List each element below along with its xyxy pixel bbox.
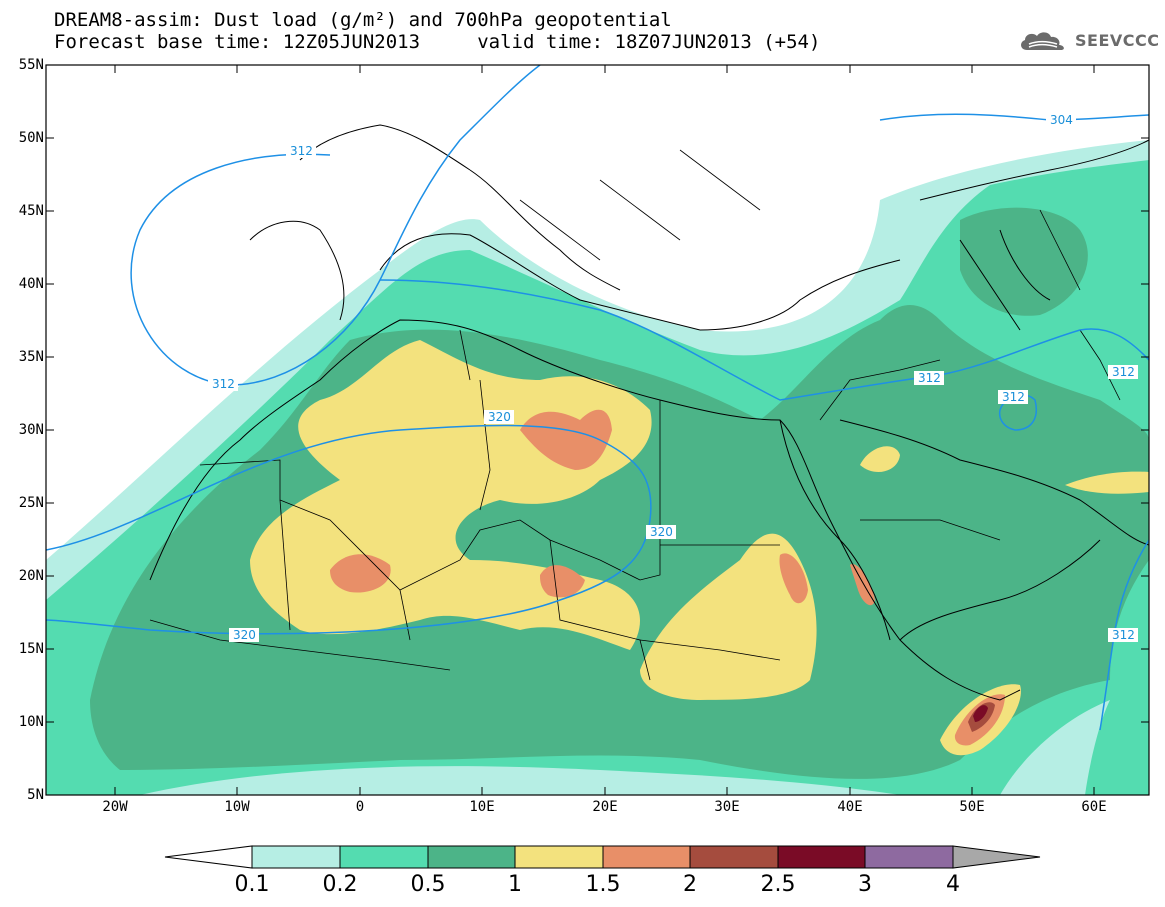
lat-tick-label: 5N — [27, 787, 44, 803]
lat-tick-label: 15N — [18, 641, 44, 657]
lat-tick-label: 10N — [18, 714, 44, 730]
colorbar-swatch — [689, 845, 779, 869]
contour-label: 312 — [212, 377, 235, 391]
lon-tick-label: 10W — [224, 799, 250, 815]
lat-tick-label: 50N — [18, 130, 44, 146]
coastlines — [149, 124, 1149, 701]
forecast-time-line: Forecast base time: 12Z05JUN2013 valid t… — [54, 31, 821, 53]
lat-tick-label: 35N — [18, 349, 44, 365]
contour-label: 312 — [1112, 365, 1135, 379]
lat-tick-label: 30N — [18, 422, 44, 438]
colorbar-swatch — [339, 845, 429, 869]
dust-band-1.5-libya — [520, 409, 612, 470]
colorbar-swatch — [427, 845, 516, 869]
map-title: DREAM8-assim: Dust load (g/m²) and 700hP… — [54, 9, 672, 31]
lon-tick-label: 50E — [959, 799, 985, 815]
dust-band-0.1-south — [140, 766, 900, 795]
lon-tick-label: 40E — [837, 799, 863, 815]
colorbar-min-arrow — [164, 845, 253, 869]
colorbar-label: 4 — [946, 872, 960, 897]
country-borders — [149, 149, 1121, 681]
dust-band-1-gulf — [1065, 471, 1149, 494]
lon-tick-label: 60E — [1081, 799, 1107, 815]
dust-band-1.5-chad — [540, 565, 585, 598]
lat-tick-label: 25N — [18, 495, 44, 511]
contour-labels: 312 304 312 312 312 312 320 320 320 312 — [208, 113, 1138, 642]
contour-label: 312 — [1002, 390, 1025, 404]
colorbar-swatch — [602, 845, 691, 869]
contour-label: 320 — [650, 525, 673, 539]
lat-tick-label: 20N — [18, 568, 44, 584]
colorbar-label: 0.5 — [410, 872, 446, 897]
dust-band-1.5-mali — [330, 554, 391, 593]
colorbar-label: 1 — [508, 872, 522, 897]
contour-label: 320 — [233, 628, 256, 642]
contour-label: 304 — [1050, 113, 1073, 127]
logo-text: SEEVCCC — [1075, 31, 1160, 50]
colorbar-swatch — [514, 845, 604, 869]
colorbar-max-arrow — [952, 845, 1041, 869]
lon-tick-label: 30E — [714, 799, 740, 815]
colorbar-label: 0.1 — [234, 872, 270, 897]
lon-tick-label: 20W — [102, 799, 128, 815]
lon-tick-label: 20E — [592, 799, 618, 815]
dust-band-1.5-redsea — [850, 564, 875, 606]
lat-tick-label: 40N — [18, 276, 44, 292]
colorbar-swatch — [864, 845, 954, 869]
lat-tick-label: 55N — [18, 57, 44, 73]
contour-label: 312 — [1112, 628, 1135, 642]
colorbar-swatch — [251, 845, 341, 869]
lon-tick-label: 10E — [469, 799, 495, 815]
colorbar — [164, 845, 1041, 869]
contour-label: 312 — [918, 371, 941, 385]
colorbar-label: 2 — [683, 872, 697, 897]
dust-band-1.5-sudan — [779, 553, 808, 604]
colorbar-label: 0.2 — [322, 872, 358, 897]
contour-label: 312 — [290, 144, 313, 158]
contour-label: 320 — [488, 410, 511, 424]
lon-tick-label: 0 — [355, 799, 365, 815]
cloud-logo-icon — [1021, 32, 1064, 50]
colorbar-swatch — [777, 845, 866, 869]
dust-band-2.5-horn — [973, 705, 988, 722]
lat-tick-label: 45N — [18, 203, 44, 219]
colorbar-label: 1.5 — [585, 872, 621, 897]
seevccc-logo: SEEVCCC — [1017, 28, 1160, 54]
dust-band-1-arabia — [860, 446, 900, 473]
colorbar-label: 3 — [858, 872, 872, 897]
colorbar-label: 2.5 — [760, 872, 796, 897]
axis-ticks — [46, 64, 1149, 795]
